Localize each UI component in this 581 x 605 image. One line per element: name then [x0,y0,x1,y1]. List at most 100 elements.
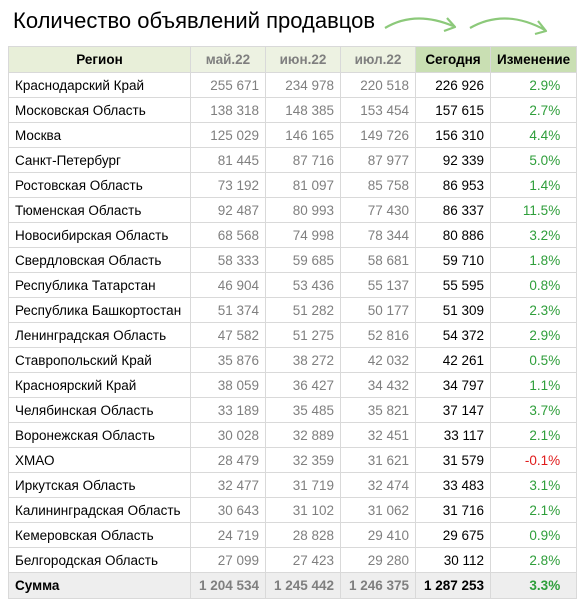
jul-cell: 220 518 [340,72,416,98]
jun-cell: 148 385 [265,97,341,123]
jul-cell: 42 032 [340,347,416,373]
jun-cell: 51 275 [265,322,341,348]
may-cell: 33 189 [190,397,266,423]
today-cell: 59 710 [415,247,491,273]
change-cell: 5.0% [489,147,578,173]
may-cell: 28 479 [190,447,266,473]
total-label: Сумма [8,572,191,599]
jun-cell: 31 719 [265,472,341,498]
today-cell: 156 310 [415,122,491,148]
today-cell: 86 337 [415,197,491,223]
may-cell: 125 029 [190,122,266,148]
total-jun: 1 245 442 [265,572,341,599]
header-today[interactable]: Сегодня [415,46,491,73]
change-cell: 3.7% [489,397,578,423]
table-row: Тюменская Область 92 487 80 993 77 430 86 33… [8,197,578,223]
region-cell: Кемеровская Область [8,522,191,548]
jul-cell: 34 432 [340,372,416,398]
jul-cell: 52 816 [340,322,416,348]
jul-cell: 29 410 [340,522,416,548]
change-cell: 2.3% [489,297,578,323]
change-cell: 0.5% [489,347,578,373]
jul-cell: 58 681 [340,247,416,273]
table-row: Красноярский Край 38 059 36 427 34 432 34 79… [8,372,578,398]
total-today: 1 287 253 [415,572,491,599]
jul-cell: 35 821 [340,397,416,423]
table-row: Кемеровская Область 24 719 28 828 29 410 29 … [8,522,578,548]
today-cell: 86 953 [415,172,491,198]
jul-cell: 29 280 [340,547,416,573]
may-cell: 68 568 [190,222,266,248]
region-cell: Республика Татарстан [8,272,191,298]
table-row: Ставропольский Край 35 876 38 272 42 032 42 … [8,347,578,373]
region-cell: Ставропольский Край [8,347,191,373]
may-cell: 58 333 [190,247,266,273]
region-cell: Иркутская Область [8,472,191,498]
header-change[interactable]: Изменение [489,46,578,73]
may-cell: 92 487 [190,197,266,223]
jun-cell: 87 716 [265,147,341,173]
today-cell: 33 483 [415,472,491,498]
today-cell: 51 309 [415,297,491,323]
may-cell: 47 582 [190,322,266,348]
change-cell: 11.5% [489,197,578,223]
change-cell: 4.4% [489,122,578,148]
change-cell: 1.8% [489,247,578,273]
today-cell: 34 797 [415,372,491,398]
today-cell: 29 675 [415,522,491,548]
header-region[interactable]: Регион [8,46,191,73]
jul-cell: 32 474 [340,472,416,498]
jun-cell: 59 685 [265,247,341,273]
may-cell: 38 059 [190,372,266,398]
change-cell: 2.8% [489,547,578,573]
jul-cell: 31 621 [340,447,416,473]
today-cell: 30 112 [415,547,491,573]
change-cell: 2.7% [489,97,578,123]
jul-cell: 153 454 [340,97,416,123]
jun-cell: 32 889 [265,422,341,448]
today-cell: 31 716 [415,497,491,523]
table-row: Ростовская Область 73 192 81 097 85 758 86 9… [8,172,578,198]
table-row: Краснодарский Край 255 671 234 978 220 518 2… [8,72,578,98]
total-row: Сумма 1 204 534 1 245 442 1 246 375 1 28… [8,572,578,599]
header-jul[interactable]: июл.22 [340,46,416,73]
table-row: Республика Татарстан 46 904 53 436 55 137 55… [8,272,578,298]
total-change: 3.3% [489,572,578,599]
jun-cell: 51 282 [265,297,341,323]
jul-cell: 32 451 [340,422,416,448]
table-row: Санкт-Петербург 81 445 87 716 87 977 92 339 5… [8,147,578,173]
today-cell: 31 579 [415,447,491,473]
jun-cell: 32 359 [265,447,341,473]
change-cell: 3.1% [489,472,578,498]
jun-cell: 35 485 [265,397,341,423]
today-cell: 92 339 [415,147,491,173]
jun-cell: 74 998 [265,222,341,248]
change-cell: 2.1% [489,422,578,448]
region-cell: Санкт-Петербург [8,147,191,173]
total-may: 1 204 534 [190,572,266,599]
change-cell: 2.1% [489,497,578,523]
may-cell: 51 374 [190,297,266,323]
today-cell: 42 261 [415,347,491,373]
region-cell: Ленинградская Область [8,322,191,348]
header-row: Регион май.22 июн.22 июл.22 Сегодня Изме… [8,46,578,73]
today-cell: 54 372 [415,322,491,348]
may-cell: 30 028 [190,422,266,448]
header-jun[interactable]: июн.22 [265,46,341,73]
jul-cell: 31 062 [340,497,416,523]
today-cell: 55 595 [415,272,491,298]
today-cell: 33 117 [415,422,491,448]
jun-cell: 36 427 [265,372,341,398]
header-may[interactable]: май.22 [190,46,266,73]
jun-cell: 28 828 [265,522,341,548]
jul-cell: 55 137 [340,272,416,298]
total-jul: 1 246 375 [340,572,416,599]
region-cell: Тюменская Область [8,197,191,223]
may-cell: 73 192 [190,172,266,198]
change-cell: 1.1% [489,372,578,398]
region-cell: Ростовская Область [8,172,191,198]
table-row: Челябинская Область 33 189 35 485 35 821 37 … [8,397,578,423]
table-row: Республика Башкортостан 51 374 51 282 50 17… [8,297,578,323]
arrows-icon [384,17,548,36]
today-cell: 37 147 [415,397,491,423]
